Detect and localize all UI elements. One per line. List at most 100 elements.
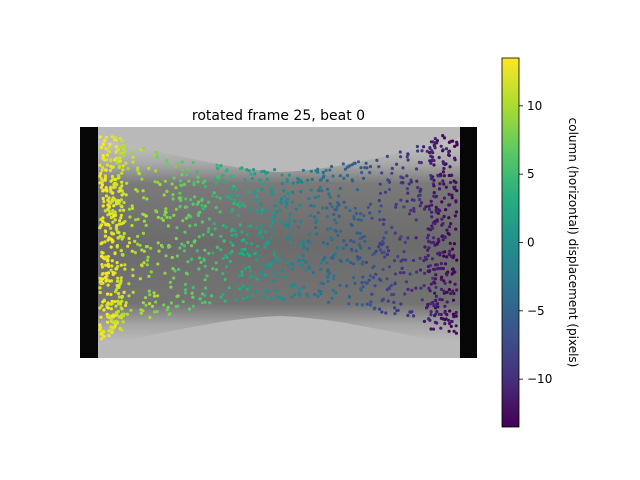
scatter-point xyxy=(432,178,436,182)
scatter-point xyxy=(251,275,255,279)
scatter-point xyxy=(113,218,117,222)
scatter-point xyxy=(378,307,382,311)
scatter-point xyxy=(335,246,339,250)
scatter-point xyxy=(221,223,225,227)
scatter-point xyxy=(286,224,290,228)
scatter-point xyxy=(385,288,389,292)
scatter-point xyxy=(216,175,220,179)
scatter-point xyxy=(207,227,211,231)
scatter-point xyxy=(218,210,222,214)
scatter-point xyxy=(100,145,104,149)
scatter-point xyxy=(162,193,166,197)
scatter-point xyxy=(196,180,200,184)
scatter-point xyxy=(121,320,125,324)
scatter-point xyxy=(286,263,290,267)
scatter-point xyxy=(248,208,252,212)
scatter-point xyxy=(333,252,337,256)
scatter-point xyxy=(201,207,205,211)
scatter-point xyxy=(276,295,280,299)
scatter-point xyxy=(112,204,116,208)
scatter-point xyxy=(452,179,456,183)
scatter-point xyxy=(439,172,443,176)
scatter-point xyxy=(113,210,117,214)
scatter-point xyxy=(99,217,103,222)
scatter-point xyxy=(264,230,268,234)
scatter-point xyxy=(448,309,452,313)
scatter-point xyxy=(449,291,453,296)
scatter-point xyxy=(326,275,330,279)
scatter-point xyxy=(100,183,104,187)
scatter-point xyxy=(321,206,325,210)
scatter-point xyxy=(102,188,106,192)
scatter-point xyxy=(98,163,102,167)
scatter-point xyxy=(107,209,111,213)
scatter-point xyxy=(253,252,257,256)
scatter-point xyxy=(298,203,302,207)
scatter-point xyxy=(247,254,251,258)
scatter-point xyxy=(285,179,289,183)
scatter-point xyxy=(311,271,315,275)
scatter-point xyxy=(390,166,394,171)
scatter-point xyxy=(393,272,398,276)
scatter-point xyxy=(378,248,383,252)
scatter-point xyxy=(414,286,418,290)
scatter-point xyxy=(326,268,330,272)
scatter-point xyxy=(387,265,391,269)
scatter-point xyxy=(118,208,122,212)
scatter-point xyxy=(431,276,435,280)
scatter-point xyxy=(106,213,110,217)
scatter-point xyxy=(174,207,178,211)
scatter-point xyxy=(263,288,267,292)
scatter-point xyxy=(378,210,382,214)
scatter-point xyxy=(445,255,449,259)
scatter-point xyxy=(435,139,439,143)
scatter-point xyxy=(241,202,245,206)
scatter-point xyxy=(364,161,368,165)
scatter-point xyxy=(355,255,359,259)
scatter-point xyxy=(454,199,458,203)
scatter-point xyxy=(110,302,114,306)
scatter-point xyxy=(229,240,233,245)
scatter-point xyxy=(129,308,133,312)
scatter-point xyxy=(449,222,453,226)
colorbar-tick-label: 10 xyxy=(527,99,542,113)
scatter-point xyxy=(257,254,261,258)
scatter-point xyxy=(215,195,219,199)
scatter-point xyxy=(136,242,140,246)
scatter-point xyxy=(342,239,346,243)
scatter-point xyxy=(243,247,247,252)
scatter-point xyxy=(187,307,192,311)
scatter-point xyxy=(361,275,365,279)
scatter-point xyxy=(189,257,194,261)
scatter-point xyxy=(321,170,325,174)
scatter-point xyxy=(173,269,177,273)
scatter-point xyxy=(450,173,454,177)
scatter-point xyxy=(241,284,245,288)
scatter-point xyxy=(157,249,161,253)
scatter-point xyxy=(338,174,342,178)
scatter-point xyxy=(363,280,367,284)
scatter-point xyxy=(203,179,207,183)
scatter-point xyxy=(131,155,135,159)
scatter-point xyxy=(372,264,376,268)
scatter-point xyxy=(433,277,438,281)
scatter-point xyxy=(205,274,209,278)
scatter-point xyxy=(106,306,110,310)
scatter-point xyxy=(119,213,123,217)
scatter-point xyxy=(221,256,225,260)
scatter-point xyxy=(270,191,274,195)
scatter-point xyxy=(121,168,125,172)
scatter-point xyxy=(293,283,297,287)
scatter-point xyxy=(361,260,365,264)
scatter-point xyxy=(265,171,269,175)
scatter-point xyxy=(101,251,105,255)
scatter-point xyxy=(341,162,345,166)
scatter-point xyxy=(171,267,175,271)
scatter-point xyxy=(212,191,216,195)
scatter-point xyxy=(127,241,132,245)
scatter-point xyxy=(227,286,231,290)
scatter-point xyxy=(183,291,188,295)
scatter-point xyxy=(386,299,390,303)
scatter-point xyxy=(301,254,305,258)
scatter-point xyxy=(450,272,454,276)
